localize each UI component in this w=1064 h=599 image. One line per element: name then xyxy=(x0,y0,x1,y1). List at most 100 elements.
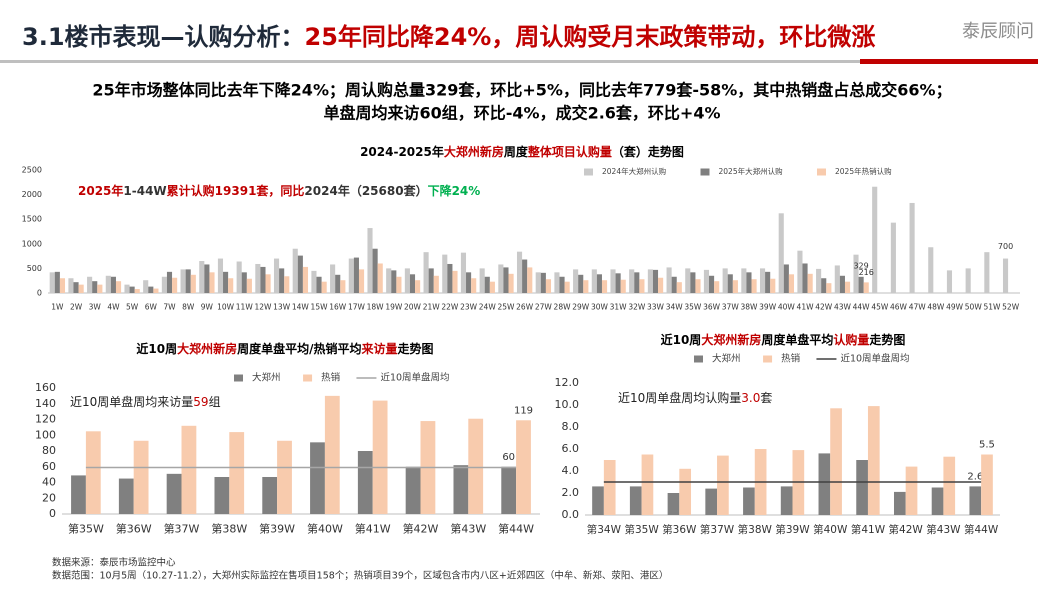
x-tick-label: 6W xyxy=(145,302,158,311)
bar xyxy=(770,278,776,293)
bar xyxy=(818,453,831,515)
value-label: 216 xyxy=(859,268,874,277)
bar xyxy=(134,289,140,293)
x-tick-label: 36W xyxy=(703,302,721,311)
bar xyxy=(262,476,278,514)
bar xyxy=(428,268,434,293)
bar xyxy=(277,440,292,514)
bar xyxy=(928,247,934,293)
bar xyxy=(722,268,728,293)
legend-swatch xyxy=(694,355,703,363)
bar xyxy=(797,250,803,293)
bar xyxy=(578,274,584,293)
bar xyxy=(893,491,906,515)
bar xyxy=(858,276,864,293)
bar xyxy=(185,269,191,293)
bar xyxy=(620,279,626,293)
y-tick-label: 140 xyxy=(35,397,56,410)
bar xyxy=(415,280,421,293)
y-tick-label: 8.0 xyxy=(562,420,580,433)
x-tick-label: 第36W xyxy=(662,523,697,536)
bar xyxy=(316,276,322,293)
bar xyxy=(423,252,429,293)
bar xyxy=(853,254,859,293)
bar xyxy=(265,274,271,293)
bar xyxy=(447,263,453,293)
y-tick-label: 60 xyxy=(42,460,56,473)
legend-label: 热销 xyxy=(321,372,341,384)
legend-swatch xyxy=(234,374,243,382)
x-tick-label: 4W xyxy=(107,302,120,311)
legend-label: 2025年大郑州认购 xyxy=(719,166,783,176)
bar xyxy=(783,264,789,293)
bar xyxy=(709,275,715,293)
bar xyxy=(965,268,971,293)
bar xyxy=(1002,258,1009,293)
bar xyxy=(129,286,135,293)
bar xyxy=(54,271,60,293)
x-tick-label: 第39W xyxy=(259,521,295,535)
bar xyxy=(802,263,808,293)
bar xyxy=(535,272,541,293)
bar xyxy=(522,259,528,293)
bar xyxy=(335,274,341,293)
bar xyxy=(498,264,504,293)
title-part: 25年同比降24%，周认购受月末政策带动，环比微涨 xyxy=(305,23,876,51)
bar xyxy=(214,476,230,514)
bar xyxy=(217,258,224,293)
x-tick-label: 第43W xyxy=(926,523,961,536)
x-tick-label: 第44W xyxy=(498,521,534,535)
bar xyxy=(49,272,55,293)
bar xyxy=(357,451,373,514)
x-tick-label: 26W xyxy=(516,302,534,311)
bar xyxy=(610,269,616,293)
x-tick-label: 第42W xyxy=(889,523,924,536)
bar xyxy=(834,265,840,293)
y-tick-label: 20 xyxy=(42,491,56,504)
bar xyxy=(667,493,680,515)
x-tick-label: 49W xyxy=(946,302,964,311)
bar xyxy=(73,282,79,293)
bar xyxy=(260,266,266,293)
x-tick-label: 1W xyxy=(51,302,64,311)
x-tick-label: 51W xyxy=(983,302,1001,311)
x-tick-label: 12W xyxy=(254,302,272,311)
x-tick-label: 9W xyxy=(201,302,214,311)
x-tick-label: 第38W xyxy=(211,521,247,535)
slide-title: 3.1楼市表现—认购分析：25年同比降24%，周认购受月末政策带动，环比微涨 xyxy=(22,23,875,51)
annotation-part: 1-44W xyxy=(123,184,166,198)
title-part: 周度 xyxy=(504,144,529,159)
bar xyxy=(746,272,752,293)
bar xyxy=(302,266,309,293)
bar xyxy=(124,284,130,293)
title-part: 整体项目认购量 xyxy=(527,144,612,159)
bar xyxy=(652,269,659,293)
bar xyxy=(981,454,993,515)
bar xyxy=(452,270,458,293)
y-tick-label: 6.0 xyxy=(562,442,580,455)
x-tick-label: 32W xyxy=(628,302,646,311)
bar xyxy=(468,418,484,514)
y-tick-label: 10.0 xyxy=(555,398,580,411)
bar xyxy=(839,275,845,293)
bar xyxy=(484,276,490,293)
legend-label: 2025年热销认购 xyxy=(835,166,892,176)
title-part: 近10周 xyxy=(136,341,177,356)
bar xyxy=(743,487,755,515)
bar xyxy=(180,269,186,293)
bar xyxy=(741,268,747,293)
x-tick-label: 50W xyxy=(965,302,983,311)
annotation-part: 3.0 xyxy=(741,391,760,405)
title-part: 大郑州新房 xyxy=(701,332,761,347)
bar xyxy=(479,268,485,293)
bar xyxy=(844,281,851,293)
summary-line: 25年市场整体同比去年下降24%；周认购总量329套，环比+5%，同比去年779… xyxy=(92,81,951,100)
legend-label: 大郑州 xyxy=(712,353,741,365)
bar xyxy=(501,466,517,514)
bar xyxy=(516,251,523,293)
title-part: 周度单盘平均/热销平均 xyxy=(237,341,361,356)
y-tick-label: 2000 xyxy=(22,190,42,199)
y-tick-label: 120 xyxy=(35,413,56,426)
header-rule xyxy=(0,60,860,63)
